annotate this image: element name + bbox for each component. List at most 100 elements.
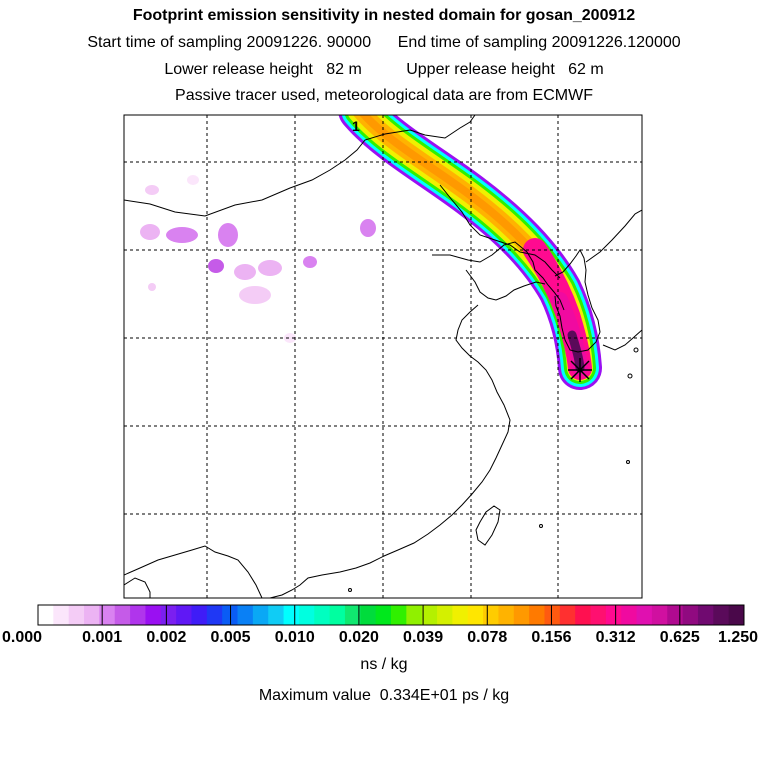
colorbar-cell (575, 605, 592, 625)
colorbar-cell (590, 605, 607, 625)
colorbar-cell (84, 605, 100, 625)
sensitivity-blobs (140, 175, 376, 343)
colorbar-cell (728, 605, 745, 625)
colorbar-cell (621, 605, 638, 625)
colorbar-frame (37, 604, 745, 626)
colorbar-cell (99, 605, 116, 625)
coastline (602, 329, 642, 351)
lat-lon-grid (124, 115, 642, 598)
blob (187, 175, 199, 185)
colorbar-cell (682, 605, 699, 625)
tracer-info-line: Passive tracer used, meteorological data… (175, 87, 593, 104)
blob (145, 185, 159, 195)
colorbar-cell (329, 605, 346, 625)
blob (208, 259, 224, 273)
blob (166, 227, 198, 243)
colorbar-tick-label: 0.005 (210, 629, 251, 646)
colorbar-tick-label: 0.010 (274, 629, 315, 646)
border-line (439, 184, 561, 279)
plume-start-label: 1 (352, 118, 360, 134)
island (633, 347, 639, 353)
colorbar-tick-label: 0.001 (82, 629, 123, 646)
blob (303, 256, 317, 268)
colorbar-cell (160, 605, 177, 625)
colorbar-cell (68, 605, 85, 625)
colorbar (37, 604, 745, 626)
border-line (124, 577, 151, 598)
blob (234, 264, 256, 280)
colorbar-cell (375, 605, 392, 625)
island (539, 524, 543, 528)
colorbar-cell (437, 605, 453, 625)
colorbar-cell (53, 605, 70, 625)
colorbar-cell (406, 605, 423, 625)
colorbar-cell (529, 605, 545, 625)
colorbar-cell (344, 605, 361, 625)
coastline (585, 209, 642, 263)
colorbar-cell (298, 605, 315, 625)
coastlines (124, 115, 642, 598)
colorbar-cell (252, 605, 269, 625)
colorbar-tick-label: 0.002 (146, 629, 187, 646)
colorbar-cell (268, 605, 285, 625)
colorbar-cell (283, 605, 300, 625)
colorbar-cell (605, 605, 622, 625)
colorbar-cell (314, 605, 331, 625)
colorbar-cell (421, 605, 438, 625)
blob (148, 283, 156, 291)
blob (284, 333, 296, 343)
colorbar-cell (360, 605, 377, 625)
colorbar-cell (452, 605, 469, 625)
sampling-time-line: Start time of sampling 20091226. 90000 E… (87, 34, 681, 51)
blob (140, 224, 160, 240)
colorbar-cell (130, 605, 146, 625)
blob (218, 223, 238, 247)
colorbar-tick-label: 1.250 (717, 629, 759, 646)
colorbar-cell (237, 605, 254, 625)
colorbar-cell (697, 605, 714, 625)
colorbar-cell (713, 605, 730, 625)
maximum-value: Maximum value 0.334E+01 ps / kg (258, 687, 510, 704)
blob (239, 286, 271, 304)
colorbar-cell (467, 605, 484, 625)
colorbar-tick-label: 0.078 (467, 629, 508, 646)
colorbar-cell (145, 605, 162, 625)
colorbar-cell (559, 605, 576, 625)
map-frame (123, 114, 643, 599)
taiwan-coast (475, 505, 501, 546)
colorbar-cell (114, 605, 131, 625)
colorbar-cell (206, 605, 223, 625)
receptor-marker (568, 358, 592, 382)
colorbar-cell (38, 605, 54, 625)
island (627, 373, 633, 379)
blob (360, 219, 376, 237)
coastline (269, 304, 511, 598)
coastline (432, 241, 565, 311)
island (626, 460, 630, 464)
release-height-line: Lower release height 82 m Upper release … (164, 61, 604, 78)
colorbar-cell (636, 605, 653, 625)
blob (258, 260, 282, 276)
colorbar-cell (191, 605, 208, 625)
colorbar-tick-label: 0.020 (338, 629, 379, 646)
border-line (124, 115, 476, 217)
colorbar-tick-label: 0.156 (531, 629, 572, 646)
colorbar-cell (483, 605, 499, 625)
plot-title: Footprint emission sensitivity in nested… (132, 7, 636, 24)
border-line (124, 545, 263, 598)
colorbar-cell (513, 605, 530, 625)
colorbar-units: ns / kg (360, 656, 408, 673)
colorbar-tick-label: 0.312 (595, 629, 636, 646)
colorbar-tick-label: 0.625 (659, 629, 700, 646)
colorbar-tick-label: 0.039 (403, 629, 444, 646)
colorbar-cell (667, 605, 684, 625)
colorbar-cell (391, 605, 407, 625)
colorbar-cell (544, 605, 561, 625)
korea-coast (554, 249, 601, 353)
colorbar-cell (498, 605, 515, 625)
plume (338, 115, 602, 390)
colorbar-cell (651, 605, 668, 625)
island (348, 588, 352, 592)
colorbar-cell (176, 605, 192, 625)
